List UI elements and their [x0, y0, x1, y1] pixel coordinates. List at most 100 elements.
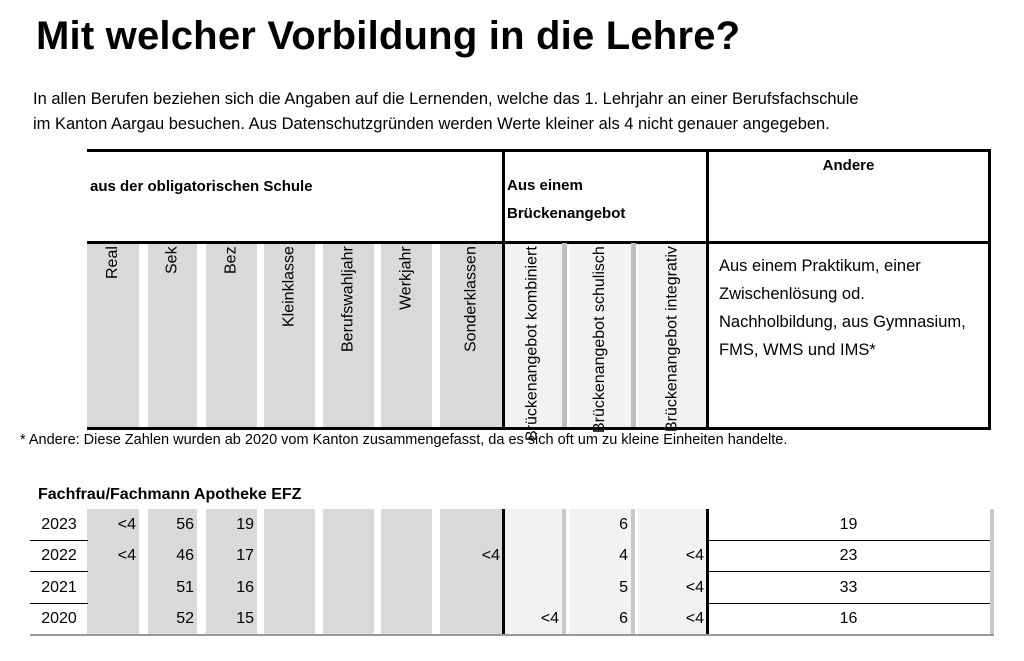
intro-line: im Kanton Aargau besuchen. Aus Datenschu… — [33, 115, 830, 133]
table-cell: <4 — [117, 516, 136, 533]
row-rule — [30, 603, 88, 604]
table-cell — [503, 540, 559, 571]
column-divider — [562, 509, 566, 634]
other-description: Aus einem Praktikum, einer Zwischenlösun… — [719, 257, 966, 359]
table-cell: 51 — [176, 579, 194, 596]
header-cell-bg — [323, 242, 374, 428]
table-cell — [264, 572, 312, 603]
header-cell-bg — [440, 242, 503, 428]
table-cell: <4 — [117, 547, 136, 564]
table-cell: 17 — [236, 547, 254, 564]
data-cell-bg — [206, 509, 257, 634]
column-divider — [631, 243, 636, 427]
column-header-br-ckenangebot-integrativ: Brückenangebot integrativ — [663, 246, 681, 432]
table-cell: 52 — [176, 610, 194, 627]
data-cell-bg — [440, 509, 503, 634]
row-year: 2022 — [41, 547, 77, 564]
data-cell-bg — [148, 509, 197, 634]
data-cell-bg — [87, 509, 139, 634]
column-header-real: Real — [104, 246, 121, 279]
table-cell — [264, 509, 312, 540]
table-cell — [440, 572, 500, 603]
row-rule — [707, 603, 990, 604]
footnote: * Andere: Diese Zahlen wurden ab 2020 vo… — [20, 432, 788, 448]
row-year: 2020 — [41, 610, 77, 627]
table-cell: 6 — [619, 610, 628, 627]
table-cell-other: 33 — [839, 579, 858, 596]
intro-line: In allen Berufen beziehen sich die Angab… — [33, 90, 859, 108]
table-cell: 19 — [236, 516, 254, 533]
header-cell-bg — [148, 242, 197, 428]
table-cell — [381, 509, 429, 540]
table-cell-other: 23 — [839, 547, 858, 564]
table-cell — [440, 603, 500, 634]
table-cell: 15 — [236, 610, 254, 627]
header-cell-bg — [206, 242, 257, 428]
column-header-berufswahljahr: Berufswahljahr — [339, 246, 357, 352]
group-obligatory-label: aus der obligatorischen Schule — [90, 178, 313, 195]
group-bridge-label: Aus einem Brückenangebot — [507, 177, 626, 222]
page-title: Mit welcher Vorbildung in die Lehre? — [36, 14, 741, 58]
data-cell-bg — [323, 509, 374, 634]
table-cell: 4 — [619, 547, 628, 564]
column-divider — [562, 243, 567, 427]
row-rule — [30, 540, 88, 541]
table-cell: 56 — [176, 516, 194, 533]
column-header-bez: Bez — [222, 246, 240, 274]
table-cell — [381, 572, 429, 603]
table-rule — [87, 427, 990, 430]
table-bottom-rule — [30, 634, 994, 636]
data-cell-bg — [503, 509, 562, 634]
data-cell-bg — [381, 509, 432, 634]
table-cell — [323, 603, 371, 634]
table-cell — [503, 572, 559, 603]
header-cell-bg — [638, 242, 707, 428]
header-cell-bg — [381, 242, 432, 428]
table-cell — [264, 540, 312, 571]
table-cell: 16 — [236, 579, 254, 596]
table-rule — [988, 149, 991, 430]
intro-text: In allen Berufen beziehen sich die Angab… — [33, 87, 1013, 137]
column-header-br-ckenangebot-schulisch: Brückenangebot schulisch — [591, 246, 608, 433]
column-header-br-ckenangebot-kombiniert: Brückenangebot kombiniert — [523, 246, 541, 441]
table-rule — [87, 149, 990, 152]
table-cell — [264, 603, 312, 634]
table-cell — [503, 509, 559, 540]
table-cell — [323, 572, 371, 603]
table-rule — [706, 149, 709, 430]
table-cell: <4 — [685, 610, 704, 627]
row-year: 2021 — [41, 579, 77, 596]
table-cell — [323, 540, 371, 571]
row-rule — [707, 540, 990, 541]
column-header-sek: Sek — [163, 246, 181, 274]
table-cell-other: 16 — [839, 610, 858, 627]
header-cell-bg — [264, 242, 315, 428]
table-cell: <4 — [540, 610, 559, 627]
table-rule — [502, 509, 505, 634]
table-cell — [381, 540, 429, 571]
column-divider — [631, 509, 635, 634]
table-cell — [440, 509, 500, 540]
column-header-sonderklassen: Sonderklassen — [462, 246, 480, 352]
column-header-werkjahr: Werkjahr — [397, 246, 415, 310]
table-cell — [87, 603, 136, 634]
table-cell — [87, 572, 136, 603]
data-cell-bg — [638, 509, 707, 634]
table-cell: <4 — [481, 547, 500, 564]
group-other-label: Andere — [822, 157, 875, 174]
table-cell — [323, 509, 371, 540]
table-cell — [638, 509, 704, 540]
table-rule — [87, 241, 990, 244]
header-cell-bg — [503, 242, 562, 428]
header-cell-bg — [87, 242, 139, 428]
table-cell: <4 — [685, 579, 704, 596]
row-rule — [30, 571, 88, 572]
column-divider — [990, 509, 994, 634]
table-cell: 5 — [619, 579, 628, 596]
row-rule — [707, 571, 990, 572]
header-cell-bg — [569, 242, 631, 428]
table-cell: <4 — [685, 547, 704, 564]
table-rule — [706, 509, 709, 634]
table-rule — [502, 149, 505, 430]
table-cell: 6 — [619, 516, 628, 533]
